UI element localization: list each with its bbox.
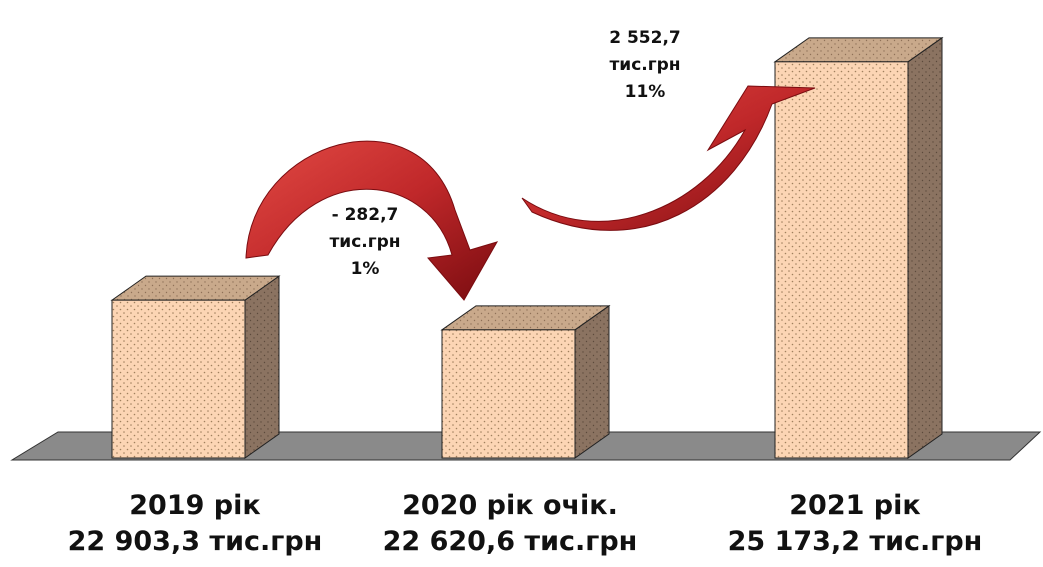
decrease-unit: тис.грн	[329, 232, 401, 252]
category-name: 2019 рік	[129, 490, 261, 521]
category-value: 22 620,6 тис.грн	[382, 526, 638, 557]
decrease-percent: 1%	[350, 259, 380, 279]
category-value: 22 903,3 тис.грн	[67, 526, 323, 557]
increase-arrow	[521, 85, 816, 231]
increase-annotation: 2 552,7 тис.грн 11%	[575, 25, 715, 106]
bar-3	[773, 36, 944, 459]
category-label-2019: 2019 рік 22 903,3 тис.грн	[30, 488, 360, 560]
bar-side	[574, 304, 610, 459]
decrease-annotation: - 282,7 тис.грн 1%	[295, 202, 435, 283]
bar-2	[440, 304, 611, 459]
bar-1	[110, 275, 281, 459]
bars-group	[110, 36, 944, 459]
increase-amount: 2 552,7	[609, 28, 681, 48]
decrease-amount: - 282,7	[331, 205, 399, 225]
category-name: 2021 рік	[789, 490, 921, 521]
bar-front	[111, 299, 246, 459]
bar-side	[907, 36, 943, 459]
decrease-arrow	[245, 140, 499, 301]
category-label-2021: 2021 рік 25 173,2 тис.грн	[690, 488, 1020, 560]
category-value: 25 173,2 тис.грн	[727, 526, 983, 557]
increase-unit: тис.грн	[609, 55, 681, 75]
bar-front	[441, 329, 576, 459]
bar-side	[244, 275, 280, 459]
bar-front	[774, 61, 909, 459]
increase-percent: 11%	[624, 82, 666, 102]
category-name: 2020 рік очік.	[402, 490, 618, 521]
category-label-2020: 2020 рік очік. 22 620,6 тис.грн	[345, 488, 675, 560]
